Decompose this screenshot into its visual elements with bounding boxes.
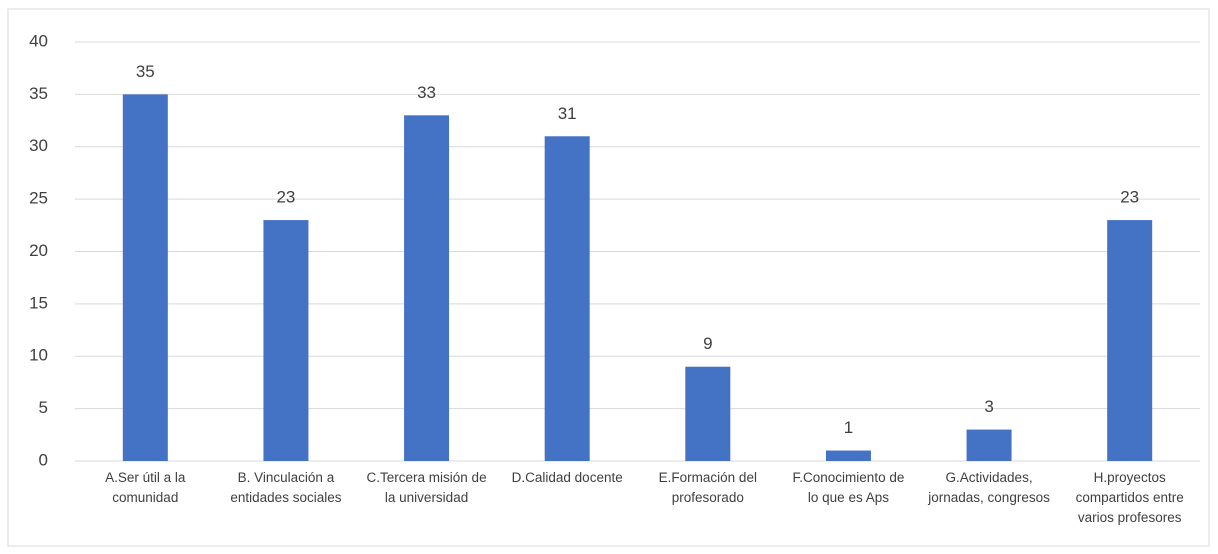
bar xyxy=(263,220,309,461)
data-label: 9 xyxy=(703,334,712,353)
data-label: 1 xyxy=(844,418,853,437)
chart-border xyxy=(7,8,1210,547)
y-tick-label: 0 xyxy=(39,450,48,469)
y-tick-label: 40 xyxy=(29,31,48,50)
x-tick-label: D.Calidad docente xyxy=(511,470,623,485)
data-label: 31 xyxy=(558,104,577,123)
bar xyxy=(544,136,590,461)
x-tick-label: F.Conocimiento de lo que es Aps xyxy=(792,470,905,505)
bar xyxy=(122,94,168,461)
x-tick-label: C.Tercera misión de la universidad xyxy=(366,470,487,505)
y-tick-label: 10 xyxy=(29,346,48,365)
x-tick-label: B. Vinculación a entidades sociales xyxy=(230,470,342,505)
data-label: 35 xyxy=(136,62,155,81)
y-tick-label: 20 xyxy=(29,241,48,260)
bar xyxy=(685,366,731,461)
y-tick-label: 30 xyxy=(29,136,48,155)
data-label: 3 xyxy=(984,397,993,416)
x-tick-label: A.Ser útil a la comunidad xyxy=(105,470,186,505)
bar xyxy=(825,450,871,461)
y-tick-label: 15 xyxy=(29,293,48,312)
data-label: 23 xyxy=(276,188,295,207)
x-tick-label: H.proyectos compartidos entre varios pro… xyxy=(1075,470,1184,525)
bar xyxy=(966,429,1012,461)
y-tick-label: 5 xyxy=(39,398,48,417)
bar xyxy=(1107,220,1153,461)
y-tick-label: 25 xyxy=(29,189,48,208)
data-label: 33 xyxy=(417,83,436,102)
x-tick-label: E.Formación del profesorado xyxy=(658,470,757,505)
x-tick-label: G.Actividades, jornadas, congresos xyxy=(928,470,1050,505)
data-label: 23 xyxy=(1120,188,1139,207)
y-tick-label: 35 xyxy=(29,84,48,103)
bar xyxy=(404,115,450,461)
